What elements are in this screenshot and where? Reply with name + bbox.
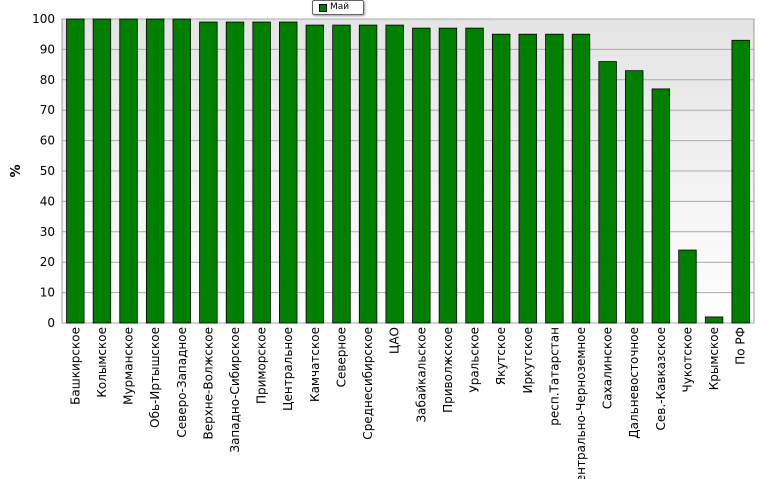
bar[interactable] <box>491 33 511 324</box>
x-tick-label: Приморское <box>255 327 269 404</box>
bar[interactable] <box>678 249 697 324</box>
y-ticks: 0 10 20 30 40 50 60 70 80 90 100 <box>32 12 55 330</box>
legend-label: Май <box>330 2 350 12</box>
bar[interactable] <box>731 39 750 324</box>
bar[interactable] <box>518 33 537 324</box>
x-tick-label: Западно-Сибирское <box>228 327 242 453</box>
x-tick-label: Дальневосточное <box>627 327 641 439</box>
x-tick-label: Сев.-Кавказское <box>654 327 668 430</box>
bar[interactable] <box>172 18 191 324</box>
bar[interactable] <box>545 33 564 324</box>
bar[interactable] <box>412 27 431 324</box>
y-tick-label: 70 <box>40 103 55 117</box>
bar[interactable] <box>305 24 325 324</box>
y-tick-label: 40 <box>40 194 55 208</box>
x-tick-label: респ.Татарстан <box>547 327 561 426</box>
bar[interactable] <box>358 24 378 324</box>
y-tick-label: 90 <box>40 42 55 56</box>
bar[interactable] <box>92 18 112 324</box>
bar[interactable] <box>252 21 271 324</box>
x-tick-label: Верхне-Волжское <box>201 327 215 440</box>
y-tick-label: 80 <box>40 73 55 87</box>
x-tick-label: Северное <box>334 327 348 387</box>
y-tick-label: 100 <box>32 12 55 26</box>
y-tick-label: 0 <box>47 316 55 330</box>
bar[interactable] <box>66 18 85 324</box>
x-tick-label: Якутское <box>494 327 508 385</box>
x-tick-label: Сахалинское <box>601 327 615 409</box>
x-tick-label: Приволжское <box>441 327 455 413</box>
bar[interactable] <box>385 24 404 324</box>
x-tick-label: Забайкальское <box>414 327 428 423</box>
bars <box>66 18 750 324</box>
y-tick-label: 10 <box>40 286 55 300</box>
x-tick-label: Чукотское <box>680 327 694 392</box>
bar[interactable] <box>199 21 218 324</box>
x-ticks: Башкирское Колымское Мурманское Обь-Иртышск… <box>68 327 747 479</box>
x-tick-label: ЦАО <box>388 327 402 354</box>
x-tick-label: Центральное <box>281 327 295 411</box>
bar[interactable] <box>225 21 245 324</box>
y-tick-label: 50 <box>40 164 55 178</box>
x-tick-label: Обь-Иртышское <box>148 327 162 428</box>
y-tick-label: 60 <box>40 134 55 148</box>
x-tick-label: Башкирское <box>68 327 82 405</box>
x-tick-label: Крымское <box>707 327 721 390</box>
bar[interactable] <box>332 24 351 324</box>
legend-swatch <box>319 4 327 12</box>
x-tick-label: Иркутское <box>521 327 535 394</box>
bar[interactable] <box>279 21 298 324</box>
y-tick-label: 30 <box>40 225 55 239</box>
x-tick-label: Колымское <box>95 327 109 398</box>
x-tick-label: Северо-Западное <box>175 327 189 438</box>
x-tick-label: Мурманское <box>122 327 136 405</box>
legend[interactable]: Май <box>312 0 364 15</box>
bar[interactable] <box>625 70 644 324</box>
bar[interactable] <box>145 18 165 324</box>
bar[interactable] <box>598 61 617 324</box>
x-tick-label: Камчатское <box>308 327 322 402</box>
bar[interactable] <box>465 27 484 324</box>
bar[interactable] <box>704 316 724 324</box>
x-tick-label: Центрально-Черноземное <box>574 327 588 479</box>
x-tick-label: По РФ <box>734 327 748 365</box>
bar[interactable] <box>119 18 138 324</box>
bar[interactable] <box>651 88 671 324</box>
y-axis-label: % <box>9 164 24 177</box>
y-tick-label: 20 <box>40 255 55 269</box>
x-tick-label: Среднесибирское <box>361 327 375 440</box>
x-tick-label: Уральское <box>468 327 482 393</box>
bar[interactable] <box>438 27 458 324</box>
bar[interactable] <box>571 33 591 324</box>
